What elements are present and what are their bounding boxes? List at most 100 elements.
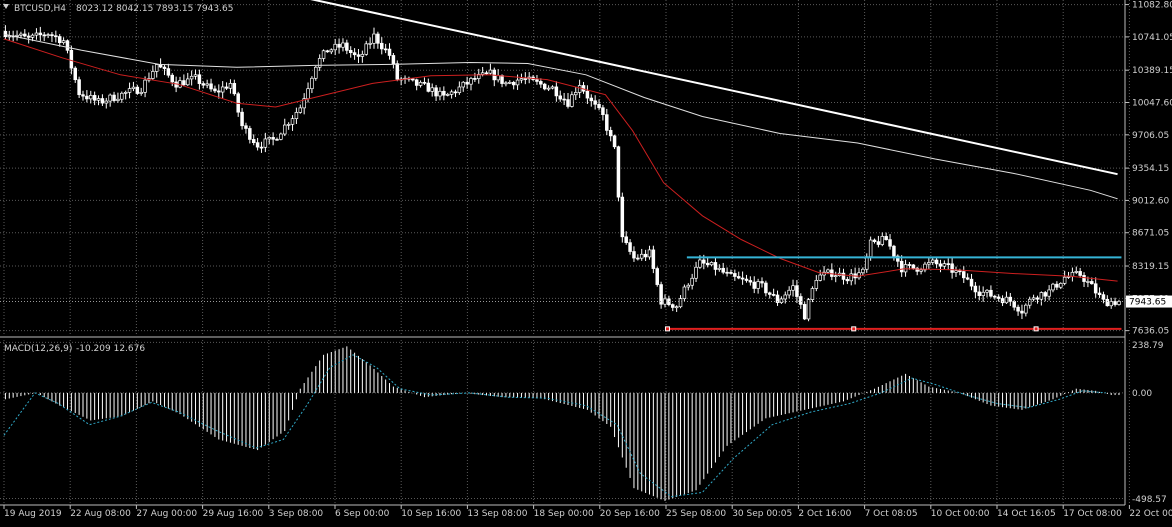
candle-body bbox=[748, 280, 753, 283]
support-anchor-point bbox=[664, 326, 670, 332]
candle-body bbox=[411, 78, 415, 81]
candle-body bbox=[713, 262, 718, 270]
candle bbox=[814, 275, 819, 292]
candle bbox=[1113, 297, 1117, 307]
candle-body bbox=[333, 43, 337, 51]
candle bbox=[806, 298, 811, 322]
candle bbox=[744, 274, 749, 283]
candle bbox=[469, 76, 473, 91]
overlays-layer bbox=[0, 0, 1125, 332]
candle bbox=[298, 104, 303, 114]
candle-body bbox=[911, 264, 916, 269]
candle bbox=[504, 81, 508, 87]
candle-body bbox=[170, 74, 174, 83]
candle bbox=[1093, 277, 1098, 298]
candle-body bbox=[923, 263, 927, 271]
macd-tick-label: 0.00 bbox=[1132, 389, 1152, 399]
candle bbox=[61, 37, 66, 45]
candle bbox=[539, 78, 543, 88]
candle-body bbox=[457, 86, 462, 93]
candle bbox=[457, 81, 462, 95]
candle-body bbox=[946, 263, 950, 265]
candle bbox=[310, 76, 314, 94]
candle-body bbox=[570, 94, 574, 107]
candle-body bbox=[546, 87, 551, 90]
time-tick-label: 14 Oct 16:05 bbox=[997, 509, 1056, 519]
candle bbox=[1059, 282, 1063, 290]
candle-body bbox=[643, 253, 648, 258]
price-pane[interactable]: BTCUSD,H4 8023.12 8042.15 7893.15 7943.6… bbox=[0, 0, 1130, 335]
candle-body bbox=[30, 34, 35, 38]
candle bbox=[655, 266, 659, 287]
price-tick-label: 10047.60 bbox=[1132, 99, 1172, 109]
candle bbox=[508, 80, 512, 85]
candle bbox=[954, 266, 958, 278]
candle bbox=[546, 85, 551, 92]
candle bbox=[639, 248, 644, 261]
candle-body bbox=[744, 278, 749, 281]
candle bbox=[550, 85, 555, 90]
candle bbox=[830, 263, 834, 281]
candle-body bbox=[849, 273, 853, 282]
candle bbox=[577, 79, 582, 99]
candle bbox=[624, 231, 628, 245]
candle bbox=[1101, 291, 1106, 304]
candle-body bbox=[50, 34, 54, 37]
candle bbox=[380, 37, 384, 55]
candle-body bbox=[651, 249, 656, 269]
candle-body bbox=[686, 284, 691, 288]
candle-body bbox=[628, 242, 632, 252]
candle-body bbox=[480, 72, 485, 75]
candle bbox=[973, 282, 978, 299]
time-tick-label: 7 Oct 08:05 bbox=[865, 509, 918, 519]
candle bbox=[345, 39, 349, 55]
candle-body bbox=[659, 284, 663, 305]
candle-body bbox=[876, 241, 881, 245]
macd-pane[interactable]: MACD(12,26,9) -10.209 12.676 bbox=[0, 340, 1130, 503]
candle-body bbox=[418, 81, 423, 86]
candle-body bbox=[42, 34, 46, 37]
candle bbox=[445, 92, 450, 97]
candle-body bbox=[1062, 276, 1067, 284]
candle-body bbox=[958, 270, 962, 273]
candle-body bbox=[154, 64, 159, 72]
candle bbox=[108, 93, 112, 107]
candle-body bbox=[391, 55, 396, 64]
candle bbox=[251, 134, 256, 146]
candle bbox=[34, 28, 39, 40]
candle-body bbox=[756, 281, 760, 289]
candle bbox=[993, 294, 997, 300]
dropdown-arrow-icon[interactable] bbox=[3, 4, 9, 9]
candle-body bbox=[232, 83, 237, 95]
candle bbox=[996, 294, 1001, 302]
candle-body bbox=[271, 137, 275, 140]
candle bbox=[729, 269, 733, 275]
candle-body bbox=[85, 95, 89, 100]
candle-body bbox=[108, 94, 112, 102]
candle-body bbox=[977, 291, 982, 296]
candle bbox=[151, 65, 155, 81]
candle-body bbox=[1024, 304, 1028, 314]
candle-body bbox=[488, 69, 493, 74]
candle-body bbox=[577, 85, 582, 93]
candle bbox=[46, 32, 50, 39]
candle bbox=[899, 255, 904, 277]
candle bbox=[849, 269, 853, 286]
candle-body bbox=[430, 87, 434, 92]
candle bbox=[923, 261, 927, 273]
candle-body bbox=[1012, 301, 1016, 308]
candle-body bbox=[775, 294, 780, 303]
candle-body bbox=[275, 138, 279, 141]
candle bbox=[81, 90, 85, 101]
candle bbox=[787, 286, 791, 299]
candle-body bbox=[135, 86, 140, 94]
candle-body bbox=[449, 91, 454, 95]
price-tick-label: 8319.15 bbox=[1132, 262, 1169, 272]
candle-body bbox=[1090, 281, 1094, 285]
candle bbox=[23, 29, 27, 38]
candle bbox=[651, 245, 656, 274]
candle bbox=[942, 260, 947, 270]
candle-body bbox=[65, 40, 70, 51]
